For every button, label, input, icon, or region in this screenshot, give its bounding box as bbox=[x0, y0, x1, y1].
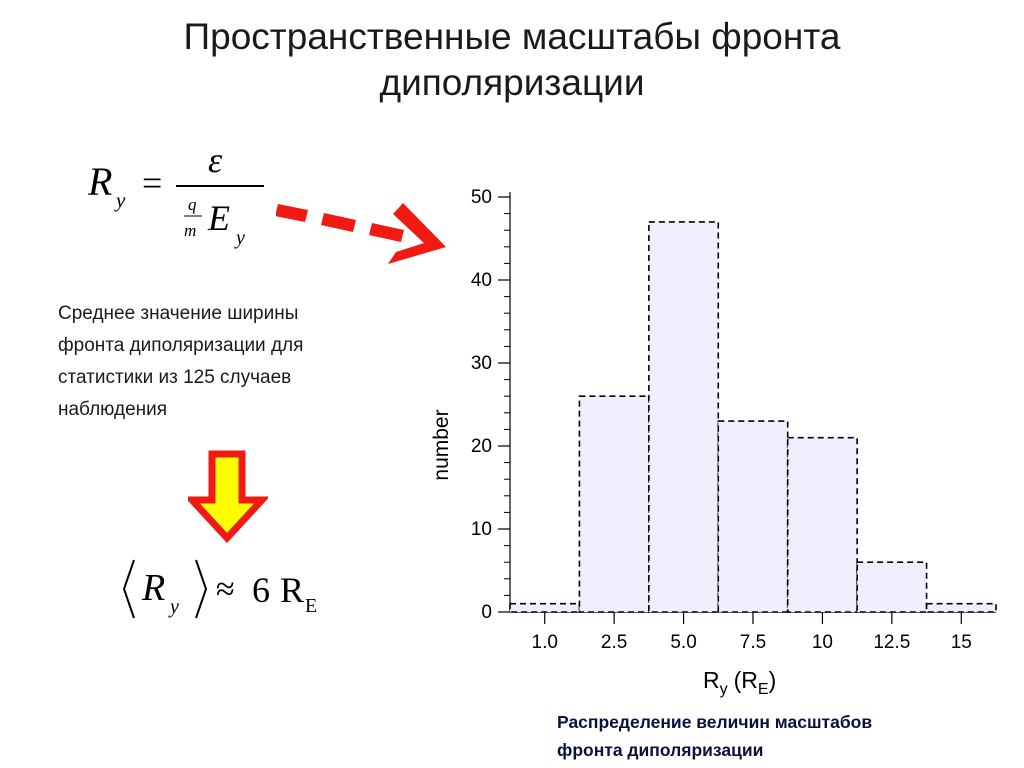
caption-line-2: фронта диполяризации bbox=[557, 740, 764, 760]
x-axis-label-sub-y: y bbox=[720, 681, 728, 698]
formula-ry: R y = ε q m E y bbox=[88, 140, 264, 249]
title-line-1: Пространственные масштабы фронта bbox=[183, 16, 841, 57]
x-axis-label-sub-e: E bbox=[758, 681, 769, 698]
chart-x-ticks: 1.0 2.5 5.0 7.5 10 12.5 15 bbox=[532, 612, 972, 653]
x-axis-label: Ry (RE) bbox=[703, 667, 776, 698]
x-axis-label-var: R bbox=[703, 667, 720, 693]
x-tick-label: 12.5 bbox=[873, 632, 910, 653]
x-tick-label: 1.0 bbox=[532, 632, 558, 653]
chart-y-ticks: 0 10 20 30 40 50 bbox=[471, 187, 510, 623]
right-angle-bracket bbox=[195, 559, 208, 619]
left-angle-bracket bbox=[122, 559, 135, 619]
x-tick-label: 10 bbox=[812, 632, 833, 653]
description-line: статистики из 125 случаев bbox=[58, 367, 292, 388]
histogram-bar bbox=[925, 602, 997, 613]
chart-bars bbox=[509, 221, 997, 613]
formula-den-sub: y bbox=[234, 227, 245, 249]
title-line-2: диполяризации bbox=[379, 62, 645, 103]
description-line: наблюдения bbox=[58, 399, 168, 420]
formula-numerator: ε bbox=[208, 140, 223, 180]
description-line: Среднее значение ширины bbox=[58, 303, 299, 324]
chart-caption: Распределение величин масштабов фронта д… bbox=[557, 708, 997, 764]
x-axis-label-close: ) bbox=[769, 667, 777, 693]
y-tick-label: 0 bbox=[481, 602, 492, 623]
histogram-bar bbox=[509, 602, 581, 613]
histogram-bar bbox=[717, 420, 789, 613]
formula-lhs-sub: y bbox=[114, 188, 126, 212]
formula-small-den: m bbox=[184, 221, 196, 240]
y-tick-label: 40 bbox=[471, 270, 492, 291]
histogram-bar bbox=[786, 436, 858, 613]
formula-den-var: E bbox=[207, 198, 230, 238]
y-axis-label: number bbox=[430, 409, 453, 480]
mean-ry-estimate: R y ≈ 6 R E bbox=[122, 559, 317, 619]
x-tick-label: 2.5 bbox=[601, 632, 627, 653]
histogram-bar bbox=[578, 395, 650, 613]
approx-var: R bbox=[141, 567, 165, 609]
x-tick-label: 5.0 bbox=[670, 632, 696, 653]
x-tick-label: 15 bbox=[951, 632, 972, 653]
y-tick-label: 30 bbox=[471, 353, 492, 374]
caption-line-1: Распределение величин масштабов bbox=[557, 712, 873, 732]
page-title: Пространственные масштабы фронта диполяр… bbox=[0, 14, 1024, 106]
x-axis-label-unit: (R bbox=[734, 667, 758, 693]
y-tick-label: 50 bbox=[471, 187, 492, 208]
histogram-bar bbox=[648, 221, 720, 613]
histogram-bar bbox=[856, 561, 928, 613]
approx-sub: y bbox=[168, 596, 179, 618]
y-tick-label: 10 bbox=[471, 519, 492, 540]
approx-value: 6 bbox=[252, 570, 270, 610]
formula-small-num: q bbox=[188, 195, 197, 214]
x-tick-label: 7.5 bbox=[740, 632, 766, 653]
formula-equals: = bbox=[142, 163, 162, 203]
yellow-red-down-arrow-icon bbox=[188, 450, 268, 544]
formula-lhs: R bbox=[88, 159, 112, 204]
approx-unit: R bbox=[280, 570, 304, 610]
description-text: Среднее значение ширины фронта диполяриз… bbox=[58, 298, 378, 426]
y-tick-label: 20 bbox=[471, 436, 492, 457]
dashed-red-arrow-icon bbox=[276, 203, 446, 264]
description-line: фронта диполяризации для bbox=[58, 335, 304, 356]
approx-unit-sub: E bbox=[305, 595, 317, 617]
approx-symbol: ≈ bbox=[216, 571, 235, 608]
